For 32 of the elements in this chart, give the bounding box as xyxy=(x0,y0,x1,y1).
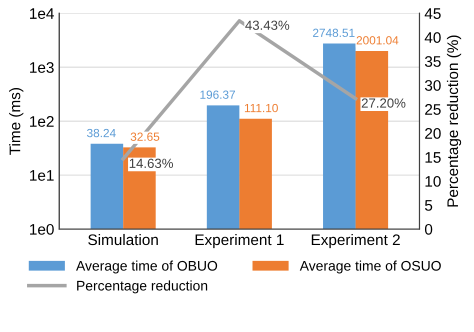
y-axis-title: Time (ms) xyxy=(9,88,24,155)
y-tick-label: 1e4 xyxy=(30,8,54,19)
x-tick-label: Experiment 2 xyxy=(312,234,400,248)
y-tick-label: 1e1 xyxy=(30,170,54,181)
y2-tick-label: 25 xyxy=(425,104,441,115)
data-label: 43.43% xyxy=(245,20,290,30)
x-tick-label: Experiment 1 xyxy=(196,234,284,248)
y2-tick-label: 35 xyxy=(424,56,441,67)
y2-tick-label: 45 xyxy=(424,8,441,19)
y2-tick-label: 30 xyxy=(424,80,441,91)
data-label: 14.63% xyxy=(130,158,173,168)
data-label: 2748.51 xyxy=(313,28,355,38)
data-label: 2001.04 xyxy=(356,36,398,44)
y2-tick-label: 0 xyxy=(424,224,432,235)
data-label: 38.24 xyxy=(87,128,116,138)
legend-label: Average time of OSUO xyxy=(300,260,441,274)
y-tick-label: 1e2 xyxy=(30,116,54,127)
y2-tick-label: 20 xyxy=(425,128,441,139)
y2-tick-label: 5 xyxy=(424,200,432,211)
y-tick-label: 1e3 xyxy=(30,62,54,73)
legend-label: Percentage reduction xyxy=(77,280,208,294)
y2-axis-title: Percentage reduction (%) xyxy=(446,36,462,207)
y2-tick-label: 15 xyxy=(426,152,441,163)
data-label: 111.10 xyxy=(244,104,278,112)
data-label: 196.37 xyxy=(200,90,236,99)
y2-tick-label: 10 xyxy=(426,176,441,187)
y2-tick-label: 40 xyxy=(424,32,441,43)
y-tick-label: 1e0 xyxy=(30,224,54,235)
data-label: 32.65 xyxy=(130,132,160,141)
x-tick-label: Simulation xyxy=(88,234,158,246)
data-label: 27.20% xyxy=(362,98,406,108)
legend-label: Average time of OBUO xyxy=(76,260,218,274)
